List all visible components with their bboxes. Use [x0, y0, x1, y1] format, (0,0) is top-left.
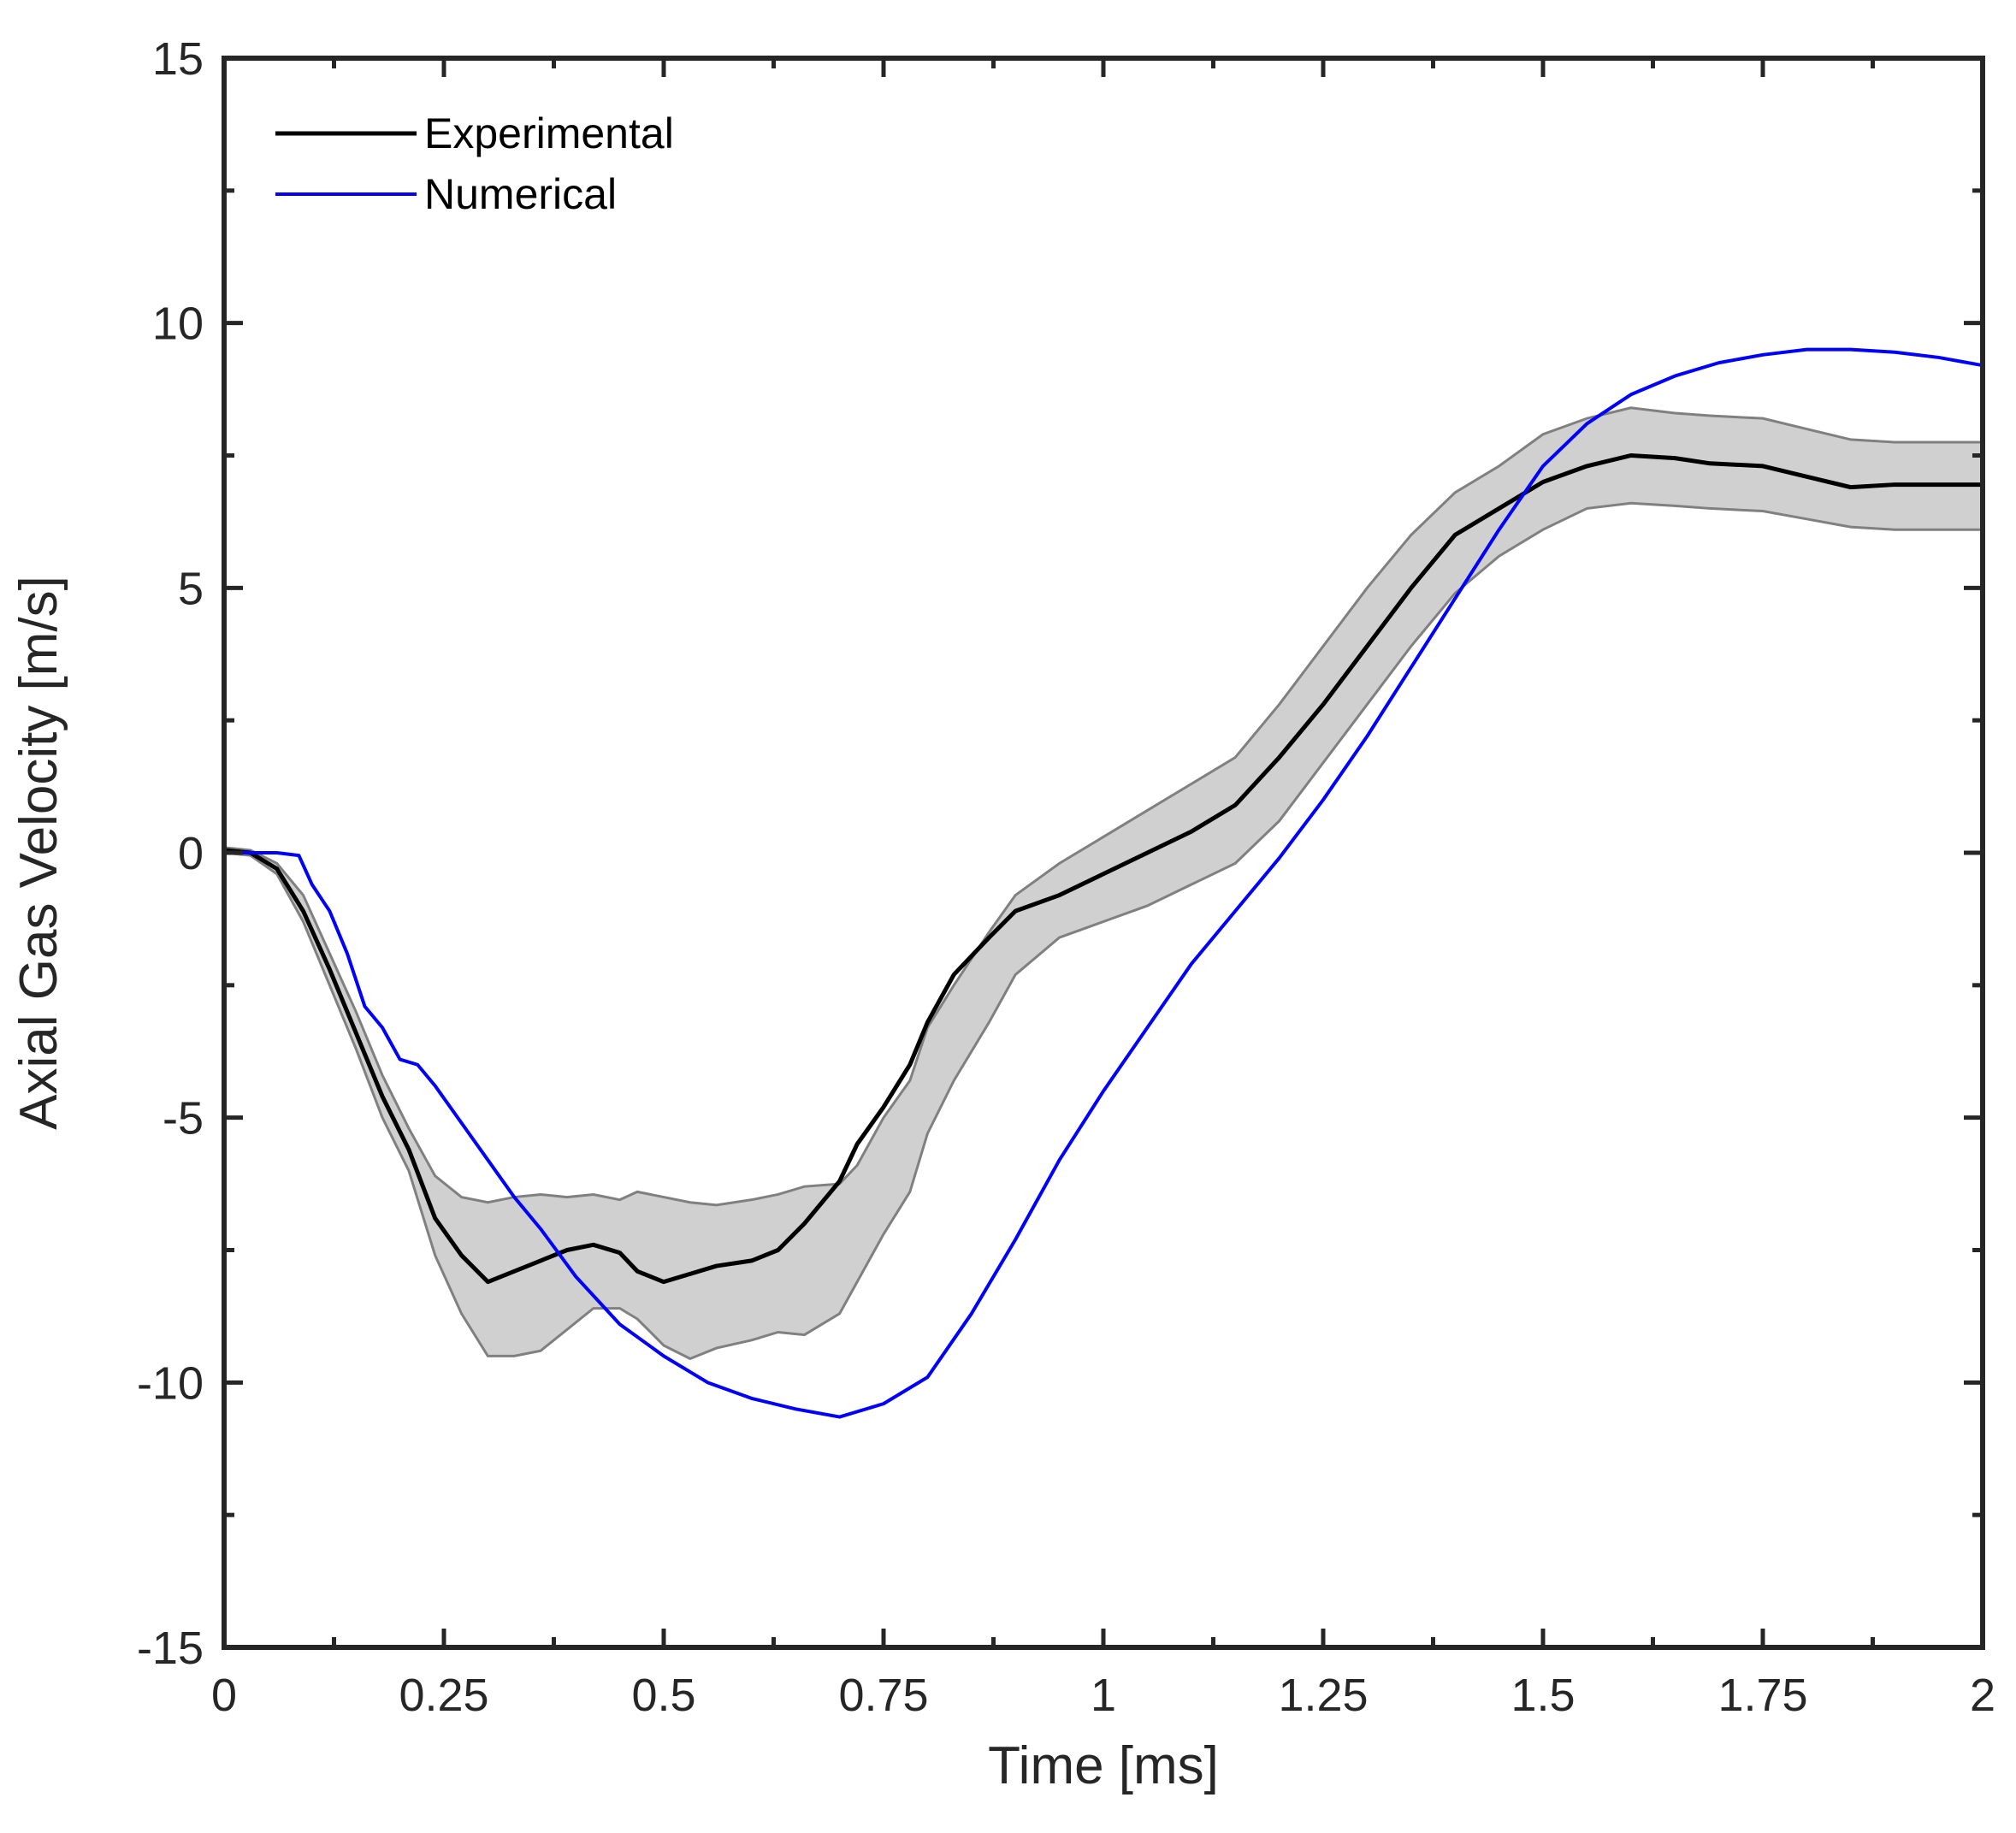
x-tick-label: 0.25	[399, 1670, 488, 1721]
plot-area-frame	[222, 56, 1985, 1650]
y-tick-label: 10	[152, 299, 204, 350]
x-tick-label: 0.75	[838, 1670, 928, 1721]
series-layer	[222, 347, 1985, 1419]
band-lower-edge	[223, 501, 1983, 1361]
x-tick-label: 0	[211, 1670, 237, 1721]
legend-label-experimental: Experimental	[424, 109, 674, 157]
x-axis-label: Time [ms]	[988, 1736, 1219, 1795]
y-tick-label: -5	[163, 1093, 204, 1144]
y-tick-label: -15	[137, 1623, 204, 1674]
y-tick-label: 15	[152, 33, 204, 85]
band-upper-edge	[223, 406, 1983, 1207]
x-tick-label: 1	[1091, 1670, 1116, 1721]
x-tick-label: 2	[1970, 1670, 1995, 1721]
y-tick-labels: -15 -10 -5 0 5 10 15	[137, 33, 204, 1674]
y-tick-label: -10	[137, 1357, 204, 1409]
uncertainty-band	[224, 407, 1983, 1359]
x-tick-labels: 0 0.25 0.5 0.75 1 1.25 1.5 1.75 2	[211, 1670, 1995, 1721]
y-tick-label: 0	[178, 828, 204, 879]
legend-label-numerical: Numerical	[424, 170, 617, 218]
x-tick-label: 1.25	[1278, 1670, 1368, 1721]
legend: Experimental Numerical	[275, 109, 674, 218]
x-tick-label: 1.75	[1717, 1670, 1807, 1721]
series-line-numerical	[222, 347, 1984, 1419]
y-axis-label: Axial Gas Velocity [m/s]	[9, 576, 68, 1130]
x-tick-label: 0.5	[631, 1670, 695, 1721]
series-line-experimental	[222, 453, 1985, 1285]
x-tick-label: 1.5	[1511, 1670, 1575, 1721]
y-tick-label: 5	[178, 563, 204, 614]
uncertainty-band-layer	[223, 406, 1983, 1361]
